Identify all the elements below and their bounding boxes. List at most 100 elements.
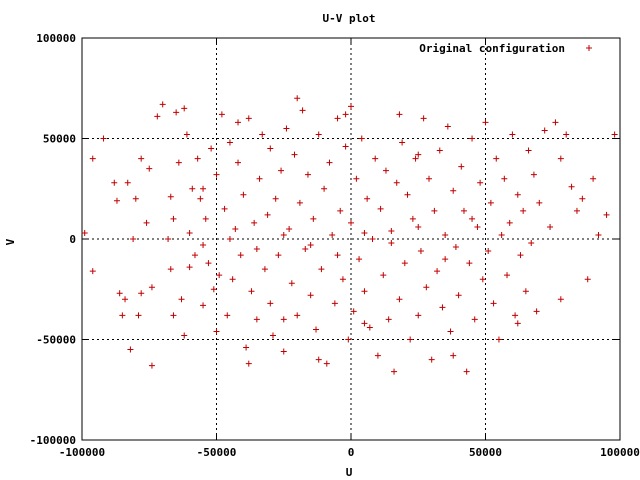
data-point <box>243 344 250 351</box>
data-point <box>385 316 392 323</box>
axis-ticks: -100000 -50000 0 50000 100000 100000 50000 0 -50… <box>30 32 640 459</box>
data-point <box>348 219 354 226</box>
data-point <box>522 288 529 295</box>
data-point <box>415 223 422 230</box>
data-point <box>170 215 177 222</box>
legend: Original configuration <box>419 42 592 55</box>
data-point <box>415 151 422 158</box>
data-point <box>388 240 395 247</box>
data-point <box>194 155 201 162</box>
data-point <box>342 111 349 118</box>
data-point <box>353 175 360 182</box>
data-point <box>520 207 527 214</box>
data-point <box>563 131 570 138</box>
data-point <box>200 185 207 192</box>
chart-title: U-V plot <box>323 12 376 25</box>
data-point <box>460 207 467 214</box>
data-point <box>124 179 131 186</box>
data-point <box>200 302 207 309</box>
data-point <box>318 266 325 273</box>
data-point <box>415 312 422 319</box>
data-point <box>175 159 182 166</box>
data-point <box>138 290 145 297</box>
data-point <box>506 219 513 226</box>
data-point <box>240 191 247 198</box>
data-point <box>191 252 198 259</box>
data-point <box>181 105 188 112</box>
data-point <box>369 236 376 242</box>
data-point <box>307 242 314 249</box>
data-point <box>138 155 145 162</box>
data-point <box>495 336 502 343</box>
data-point <box>280 316 287 323</box>
data-point <box>202 215 209 222</box>
data-point <box>420 115 427 122</box>
data-point <box>442 256 449 263</box>
data-point <box>439 304 446 311</box>
data-point <box>380 272 387 279</box>
data-point <box>530 171 537 178</box>
data-point <box>224 312 231 319</box>
data-point <box>226 139 233 146</box>
data-point <box>237 252 244 259</box>
data-point <box>611 131 618 138</box>
data-point <box>197 195 204 202</box>
data-point <box>261 266 268 273</box>
data-point <box>229 276 236 283</box>
data-point <box>189 185 196 192</box>
data-point <box>283 125 290 132</box>
data-point <box>557 296 564 303</box>
data-point <box>272 195 279 202</box>
data-point <box>423 284 430 291</box>
data-point <box>259 131 266 138</box>
data-point <box>590 175 597 182</box>
data-point <box>504 272 511 279</box>
data-point <box>401 260 408 267</box>
data-point <box>278 167 285 174</box>
data-point <box>178 296 185 303</box>
data-point <box>170 312 177 319</box>
data-point <box>315 131 322 138</box>
data-point <box>536 199 543 206</box>
data-point <box>267 145 274 152</box>
data-point <box>509 131 516 138</box>
data-point <box>186 229 193 236</box>
data-point <box>361 320 368 327</box>
data-point <box>269 332 276 339</box>
data-point <box>186 264 193 271</box>
data-point <box>280 348 287 355</box>
data-point <box>573 207 580 214</box>
data-point <box>208 145 215 152</box>
data-point <box>275 252 282 259</box>
data-point <box>321 185 328 192</box>
y-tick-label: 50000 <box>43 133 76 146</box>
data-point <box>417 248 424 255</box>
data-points <box>81 95 618 375</box>
data-point <box>313 326 320 333</box>
data-point <box>329 231 336 238</box>
data-point <box>226 236 233 242</box>
data-point <box>296 199 303 206</box>
data-point <box>584 276 591 283</box>
data-point <box>232 225 239 232</box>
data-point <box>514 191 521 198</box>
data-point <box>256 175 263 182</box>
data-point <box>307 292 314 299</box>
data-point <box>146 165 153 172</box>
data-point <box>148 362 155 369</box>
data-point <box>552 119 559 126</box>
data-point <box>557 155 564 162</box>
data-point <box>122 296 129 303</box>
data-point <box>210 286 217 293</box>
data-point <box>334 115 341 122</box>
data-point <box>469 215 476 222</box>
data-point <box>216 272 223 279</box>
data-point <box>183 131 190 138</box>
data-point <box>528 240 535 247</box>
data-point <box>498 231 505 238</box>
data-point <box>490 300 497 307</box>
data-point <box>525 147 532 154</box>
data-point <box>132 195 139 202</box>
grid-lines <box>82 38 620 440</box>
